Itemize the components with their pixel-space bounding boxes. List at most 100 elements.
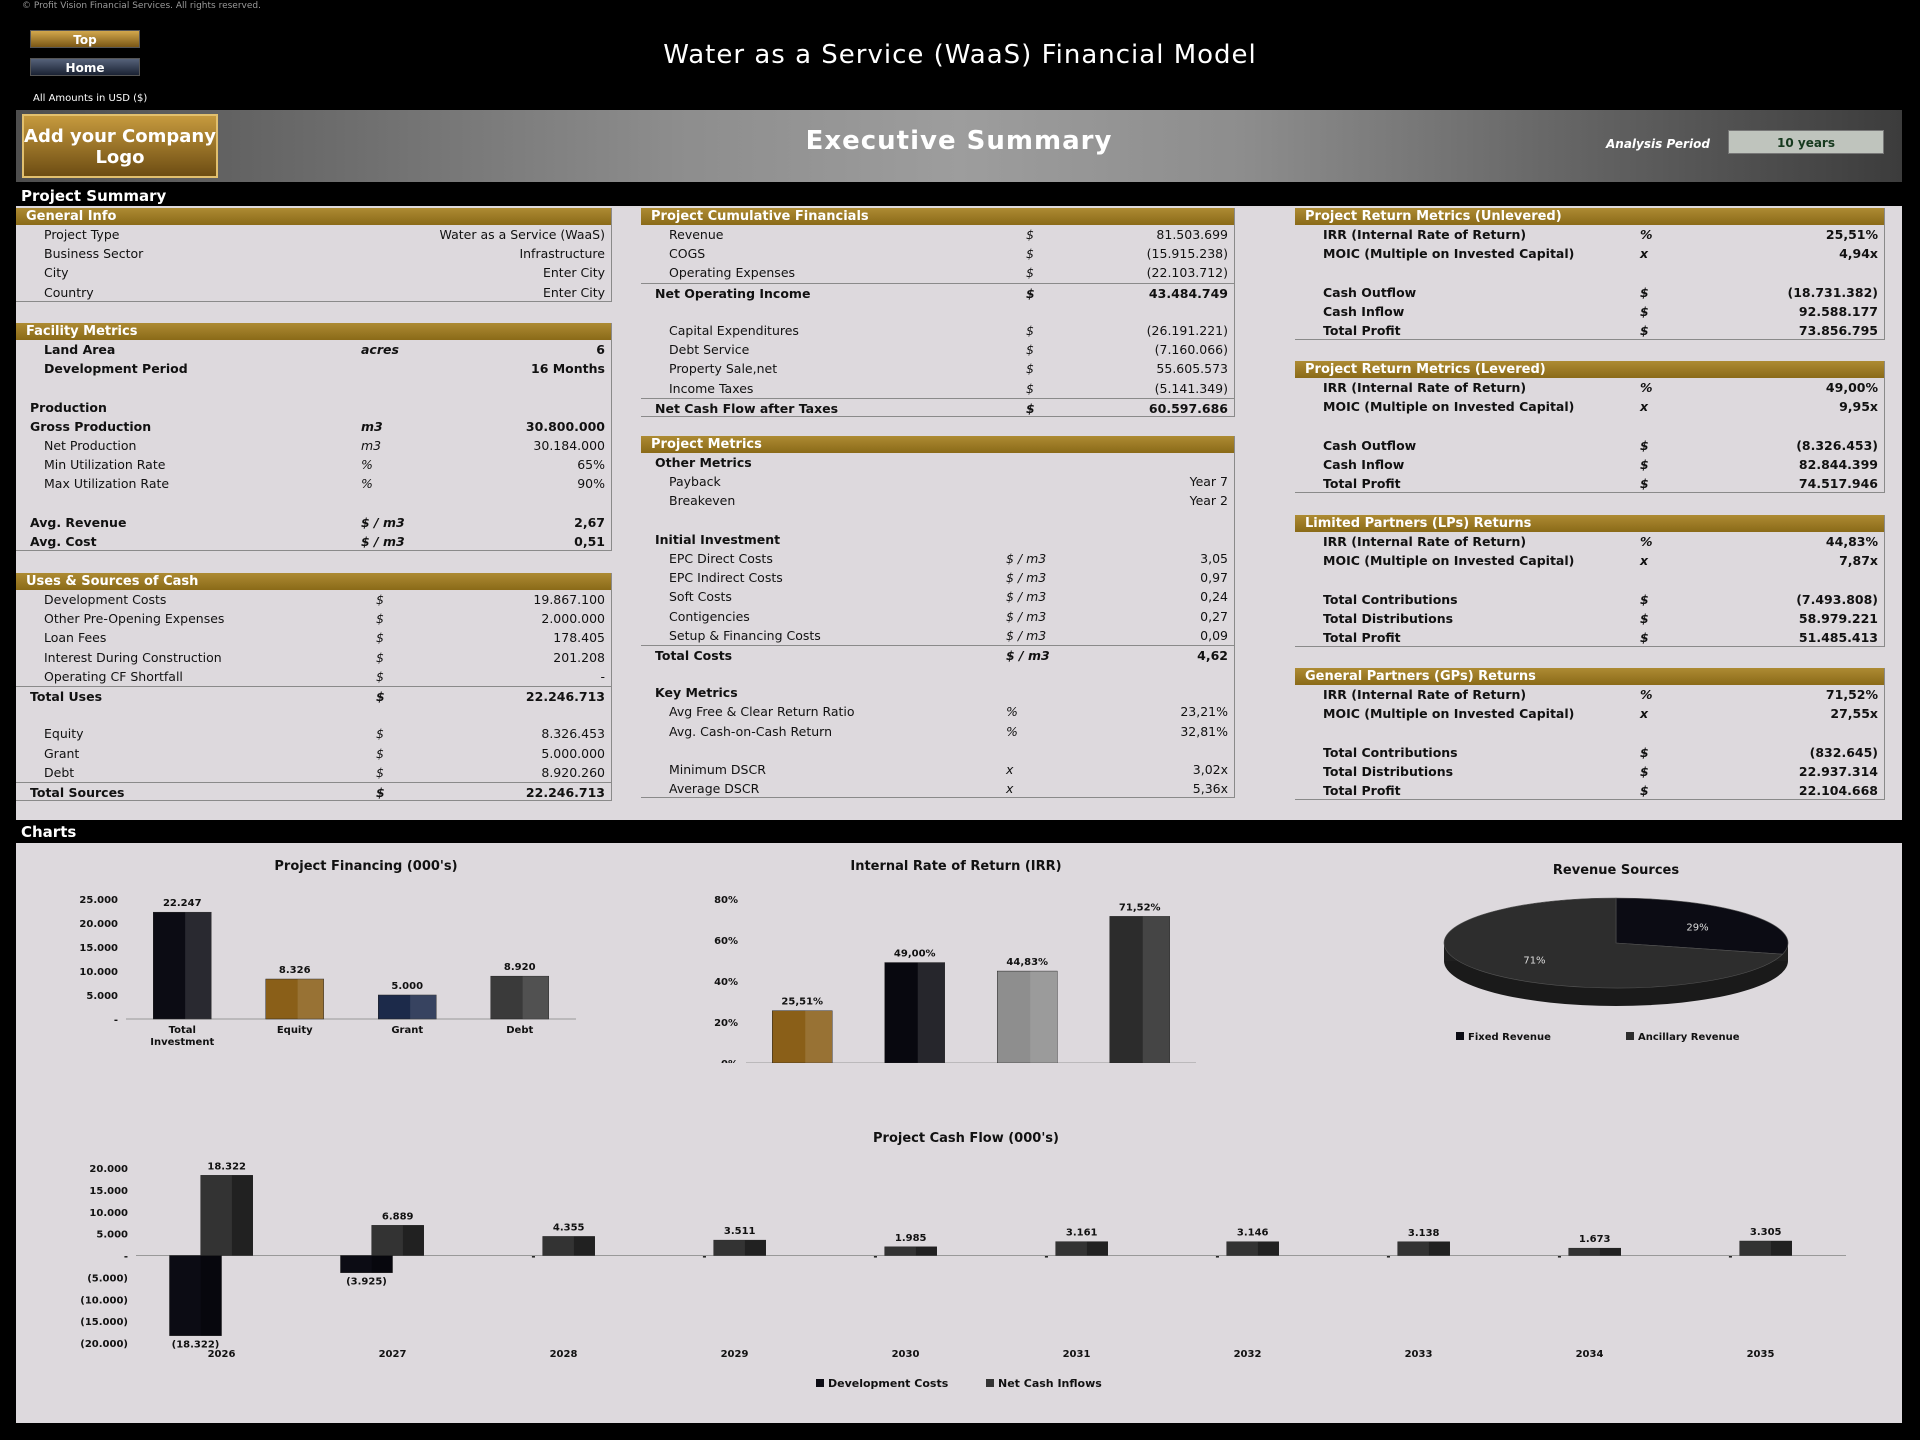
charts-area: Project Financing (000's) 25.000 20.000 15… xyxy=(16,843,1902,1423)
row-unit: $ xyxy=(1640,610,1649,626)
home-button[interactable]: Home xyxy=(30,58,140,76)
financing-chart-title: Project Financing (000's) xyxy=(274,859,458,874)
row-label: Business Sector xyxy=(44,246,144,262)
row-label: Equity xyxy=(44,726,84,742)
cashflow-bar xyxy=(1055,1241,1108,1256)
facility-row xyxy=(16,378,611,397)
row-unit: $ xyxy=(1026,342,1034,358)
row-label: Total Contributions xyxy=(1323,744,1458,760)
row-value: 30.800.000 xyxy=(525,418,605,434)
row-value: (15.915.238) xyxy=(1146,246,1228,262)
financing-category-label: Equity xyxy=(277,1025,313,1036)
facility-row: Development Period 16 Months xyxy=(16,359,611,378)
row-label: Total Uses xyxy=(30,688,103,704)
cashflow-tick-label: (5.000) xyxy=(87,1273,128,1284)
row-unit: x xyxy=(1640,706,1649,722)
cashflow-bar-shade xyxy=(1257,1241,1279,1256)
project-metrics-row: Avg Free & Clear Return Ratio% 23,21% xyxy=(641,702,1234,721)
row-unit: $ xyxy=(1640,763,1649,779)
row-value: 55.605.573 xyxy=(1156,361,1228,377)
irr-bar-shade xyxy=(805,1010,833,1063)
row-label: Average DSCR xyxy=(669,781,760,797)
top-button[interactable]: Top xyxy=(30,30,140,48)
row-label: Payback xyxy=(669,474,721,490)
row-label: Net Cash Flow after Taxes xyxy=(655,400,839,416)
row-value: (5.141.349) xyxy=(1154,380,1228,396)
cashflow-bar xyxy=(542,1236,595,1256)
lp-returns-panel: Limited Partners (LPs) Returns IRR (Inter… xyxy=(1295,515,1885,648)
row-label: Development Period xyxy=(44,361,188,377)
cashflow-bar-shade xyxy=(573,1236,595,1256)
row-unit: % xyxy=(1640,687,1653,702)
gps-row: Total Contributions $ (832.645) xyxy=(1295,743,1884,762)
irr-bar-shade xyxy=(1142,916,1170,1063)
row-value: 25,51% xyxy=(1825,227,1878,242)
row-label: Total Sources xyxy=(30,784,125,800)
project-metrics-row: Average DSCR x 5,36x xyxy=(641,779,1234,799)
row-unit: $ xyxy=(376,630,384,646)
facility-row: Net Production m3 30.184.000 xyxy=(16,436,611,455)
cashflow-category-label: 2032 xyxy=(1234,1349,1262,1360)
row-label: Breakeven xyxy=(669,493,736,509)
cashflow-chart-title: Project Cash Flow (000's) xyxy=(873,1131,1059,1146)
row-value: 2.000.000 xyxy=(541,611,605,627)
cashflow-data-label: - xyxy=(1215,1252,1219,1263)
cashflow-data-label: - xyxy=(1044,1252,1048,1263)
row-value: 43.484.749 xyxy=(1148,285,1228,301)
project-summary-area: General Info Project Type Water as a Servi… xyxy=(16,206,1902,820)
row-value: 0,24 xyxy=(1200,589,1228,605)
row-label: Loan Fees xyxy=(44,630,107,646)
row-label: Revenue xyxy=(669,227,724,242)
general-info-row: Project Type Water as a Service (WaaS) xyxy=(16,225,611,244)
row-unit: $ xyxy=(1640,322,1649,338)
financing-bar xyxy=(378,994,437,1020)
lps-row: IRR (Internal Rate of Return)% 44,83% xyxy=(1295,532,1884,551)
row-value: (18.731.382) xyxy=(1787,284,1878,300)
row-value: 92.588.177 xyxy=(1798,303,1878,319)
project-metrics-row: Soft Costs $ / m3 0,24 xyxy=(641,587,1234,606)
cashflow-bar xyxy=(1568,1247,1621,1256)
row-value: 30.184.000 xyxy=(533,437,605,453)
uses-sources-row: Interest During Construction $201.208 xyxy=(16,648,611,667)
row-label: Cash Inflow xyxy=(1323,456,1405,472)
irr-data-label: 71,52% xyxy=(1119,902,1161,913)
levered-row: Total Profit $74.517.946 xyxy=(1295,474,1884,494)
row-label: Initial Investment xyxy=(655,531,781,547)
row-unit: $ xyxy=(1026,322,1034,338)
row-label: Land Area xyxy=(44,342,116,357)
row-value: 16 Months xyxy=(531,361,605,377)
uses-sources-row: Total Sources $22.246.713 xyxy=(16,781,611,802)
row-unit: % xyxy=(1640,534,1653,549)
cashflow-tick-label: - xyxy=(124,1252,128,1263)
row-value: 201.208 xyxy=(553,649,605,665)
company-logo-placeholder[interactable]: Add your Company Logo xyxy=(22,114,218,178)
project-metrics-row xyxy=(641,664,1234,683)
row-label: Other Metrics xyxy=(655,455,752,470)
row-unit: $ xyxy=(1640,303,1649,319)
row-value: (832.645) xyxy=(1809,744,1878,760)
charts-header: Charts xyxy=(16,820,1902,844)
cashflow-data-label: 1.673 xyxy=(1579,1234,1611,1245)
row-unit: $ xyxy=(1026,246,1034,262)
irr-bar xyxy=(884,962,945,1063)
row-label: IRR (Internal Rate of Return) xyxy=(1323,380,1527,395)
pie-slice-label: 71% xyxy=(1523,956,1545,967)
lps-row: Total Contributions $ (7.493.808) xyxy=(1295,590,1884,609)
irr-data-label: 44,83% xyxy=(1006,957,1048,968)
cashflow-bar xyxy=(713,1239,766,1256)
irr-tick-label: 40% xyxy=(714,977,738,988)
row-unit: % xyxy=(1006,723,1018,739)
row-unit: % xyxy=(1640,227,1653,242)
cashflow-category-label: 2035 xyxy=(1747,1349,1775,1360)
row-value: (7.160.066) xyxy=(1154,342,1228,358)
row-value: 19.867.100 xyxy=(533,592,605,607)
analysis-period-value[interactable]: 10 years xyxy=(1728,130,1884,154)
row-label: Total Profit xyxy=(1323,322,1401,338)
cashflow-bar xyxy=(371,1225,424,1256)
facility-title: Facility Metrics xyxy=(16,323,611,340)
legend-swatch xyxy=(1626,1032,1634,1040)
project-metrics-row: Minimum DSCR x 3,02x xyxy=(641,760,1234,779)
cumulative-row: Operating Expenses $ (22.103.712) xyxy=(641,263,1234,282)
row-value: Year 7 xyxy=(1189,474,1228,490)
row-value: (22.103.712) xyxy=(1146,265,1228,281)
